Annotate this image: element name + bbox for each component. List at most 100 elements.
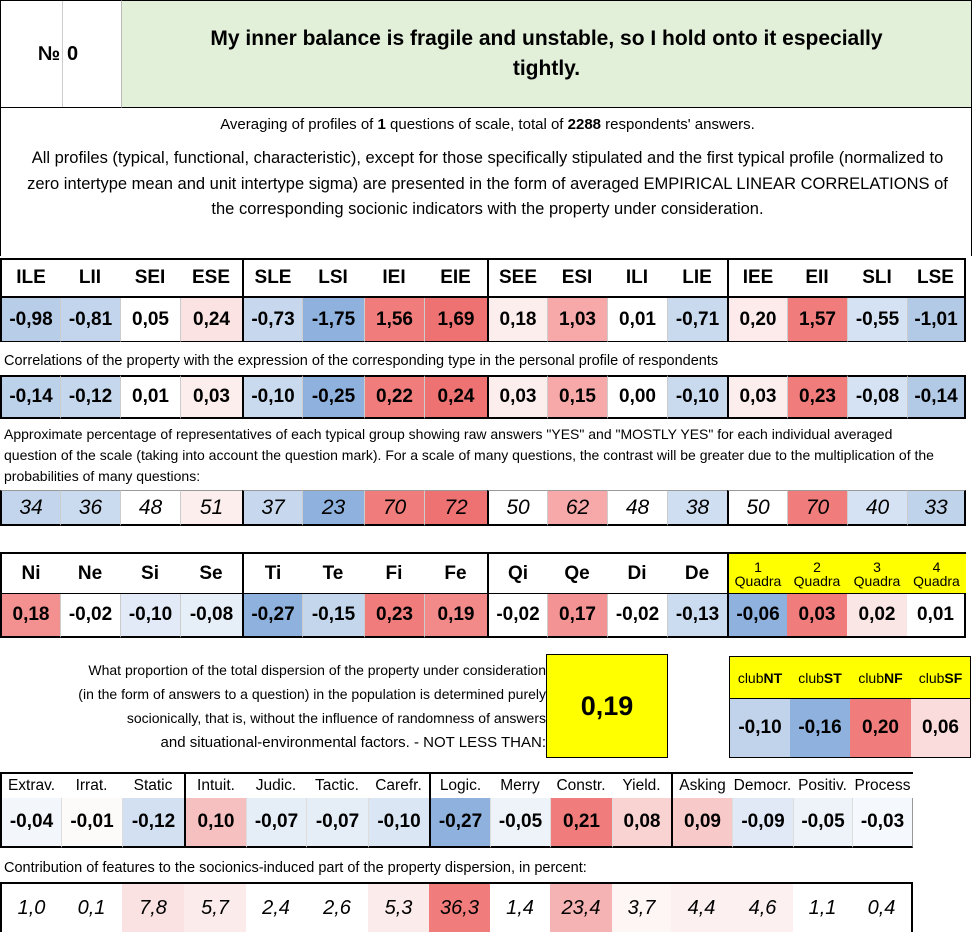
function-values-row: 0,18 -0,02 -0,10 -0,08 -0,27 -0,15 0,23 0,19 -0,… — [0, 594, 966, 638]
type-profile-value: -0,81 — [60, 298, 120, 342]
clubs-box: club NT club ST club NF club SF -0,10 -0,16 0,20 0… — [729, 656, 971, 758]
dispersion-question: What proportion of the total dispersion … — [70, 658, 546, 758]
type-profile-value: 1,69 — [424, 298, 487, 342]
function-label: Te — [302, 552, 364, 594]
averaging-mid: questions of scale, total of — [385, 115, 568, 133]
type-correlation-value: -0,08 — [847, 375, 907, 419]
feature-value: 0,08 — [612, 798, 671, 848]
type-profile-value: 0,18 — [487, 298, 547, 342]
club-labels-row: club NT club ST club NF club SF — [730, 657, 970, 699]
club-value: 0,20 — [850, 699, 911, 757]
function-value: 0,19 — [424, 594, 487, 638]
type-label: LSI — [302, 258, 364, 298]
type-percentage-value: 51 — [180, 490, 242, 526]
feature-label: Intuit. — [184, 772, 246, 798]
type-correlation-value: 0,24 — [424, 375, 487, 419]
function-label: Fe — [424, 552, 487, 594]
feature-contribution: 4,4 — [671, 882, 732, 932]
quadra-label: 1 Quadra — [727, 552, 787, 594]
feature-label: Static — [122, 772, 184, 798]
function-value: -0,15 — [302, 594, 364, 638]
feature-contribution: 1,1 — [793, 882, 852, 932]
feature-label: Irrat. — [61, 772, 122, 798]
dispersion-question-text: What proportion of the total dispersion … — [78, 662, 546, 726]
feature-contribution: 3,7 — [612, 882, 671, 932]
type-label: SLI — [847, 258, 907, 298]
type-percentage-value: 72 — [424, 490, 487, 526]
question-number: 0 — [67, 42, 79, 65]
type-percentage-value: 38 — [667, 490, 727, 526]
contribution-note: Contribution of features to the sociоnic… — [4, 860, 587, 876]
type-correlation-value: 0,15 — [547, 375, 607, 419]
feature-value: -0,01 — [61, 798, 122, 848]
profiles-note: All profiles (typical, functional, chara… — [27, 149, 948, 218]
frame-line — [971, 108, 972, 256]
feature-value: -0,09 — [732, 798, 793, 848]
feature-label: Yield. — [612, 772, 671, 798]
club-label: club SF — [911, 657, 970, 699]
function-label: Ti — [242, 552, 302, 594]
feature-value: 0,10 — [184, 798, 246, 848]
club-name: NF — [884, 669, 903, 686]
quadra-value: 0,03 — [787, 594, 847, 638]
function-value: -0,02 — [607, 594, 667, 638]
type-correlation-value: 0,23 — [787, 375, 847, 419]
feature-contributions-row: 1,0 0,1 7,8 5,7 2,4 2,6 5,3 36,3 1,4 23,4 3,7 4,4 4,… — [0, 882, 913, 932]
type-correlation-value: 0,03 — [487, 375, 547, 419]
feature-values-row: -0,04 -0,01 -0,12 0,10 -0,07 -0,07 -0,10 -0,27-… — [0, 798, 913, 848]
function-value: -0,02 — [487, 594, 547, 638]
type-profile-value: -1,01 — [907, 298, 966, 342]
type-label: IEE — [727, 258, 787, 298]
type-percentage-value: 34 — [0, 490, 60, 526]
function-value: -0,13 — [667, 594, 727, 638]
club-prefix: club — [918, 669, 945, 686]
club-label: club ST — [790, 657, 850, 699]
feature-contribution: 4,6 — [732, 882, 793, 932]
type-correlation-value: 0,00 — [607, 375, 667, 419]
function-value: 0,18 — [0, 594, 60, 638]
feature-label: Positiv. — [793, 772, 852, 798]
quadra-number: 1 — [754, 558, 762, 575]
type-percentage-value: 48 — [120, 490, 180, 526]
dispersion-value: 0,19 — [546, 654, 668, 758]
type-correlation-value: -0,14 — [0, 375, 60, 419]
quadra-number: 4 — [932, 558, 941, 575]
function-value: -0,10 — [120, 594, 180, 638]
feature-label: Merry — [490, 772, 550, 798]
function-labels-row: Ni Ne Si Se Ti Te Fi Fe Qi Qe Di De 1 Quadra 2 Quadra 3 Q… — [0, 552, 966, 594]
function-value: 0,23 — [364, 594, 424, 638]
club-label: club NF — [850, 657, 911, 699]
quadra-label: 4 Quadra — [907, 552, 966, 594]
club-value: -0,10 — [730, 699, 790, 757]
feature-value: 0,21 — [550, 798, 612, 848]
type-percentages-row: 34 36 48 51 37 23 70 72 50 62 48 38 50 70 40 33 — [0, 490, 966, 526]
club-name: NT — [763, 669, 783, 686]
type-profile-value: 0,24 — [180, 298, 242, 342]
correlations-note: Correlations of the property with the ex… — [4, 353, 719, 369]
feature-contribution: 1,0 — [0, 882, 61, 932]
club-prefix: club — [858, 669, 884, 686]
type-profile-value: 0,20 — [727, 298, 787, 342]
type-label: LIE — [667, 258, 727, 298]
feature-contribution: 36,3 — [429, 882, 490, 932]
feature-label: Process — [852, 772, 913, 798]
type-label: ILE — [0, 258, 60, 298]
feature-label: Extrav. — [0, 772, 61, 798]
type-correlation-value: 0,22 — [364, 375, 424, 419]
feature-contribution: 2,6 — [306, 882, 368, 932]
club-name: ST — [823, 669, 842, 686]
feature-contribution: 23,4 — [550, 882, 612, 932]
feature-value: -0,12 — [122, 798, 184, 848]
type-profile-value: 1,03 — [547, 298, 607, 342]
function-label: Ni — [0, 552, 60, 594]
function-label: Qi — [487, 552, 547, 594]
quadra-label: 3 Quadra — [847, 552, 907, 594]
feature-value: -0,03 — [852, 798, 913, 848]
type-profile-value: -0,71 — [667, 298, 727, 342]
type-correlation-value: -0,25 — [302, 375, 364, 419]
feature-label: Democr. — [732, 772, 793, 798]
quadra-value: 0,01 — [907, 594, 966, 638]
type-percentage-value: 50 — [727, 490, 787, 526]
type-profile-value: 0,05 — [120, 298, 180, 342]
feature-label: Judic. — [246, 772, 306, 798]
